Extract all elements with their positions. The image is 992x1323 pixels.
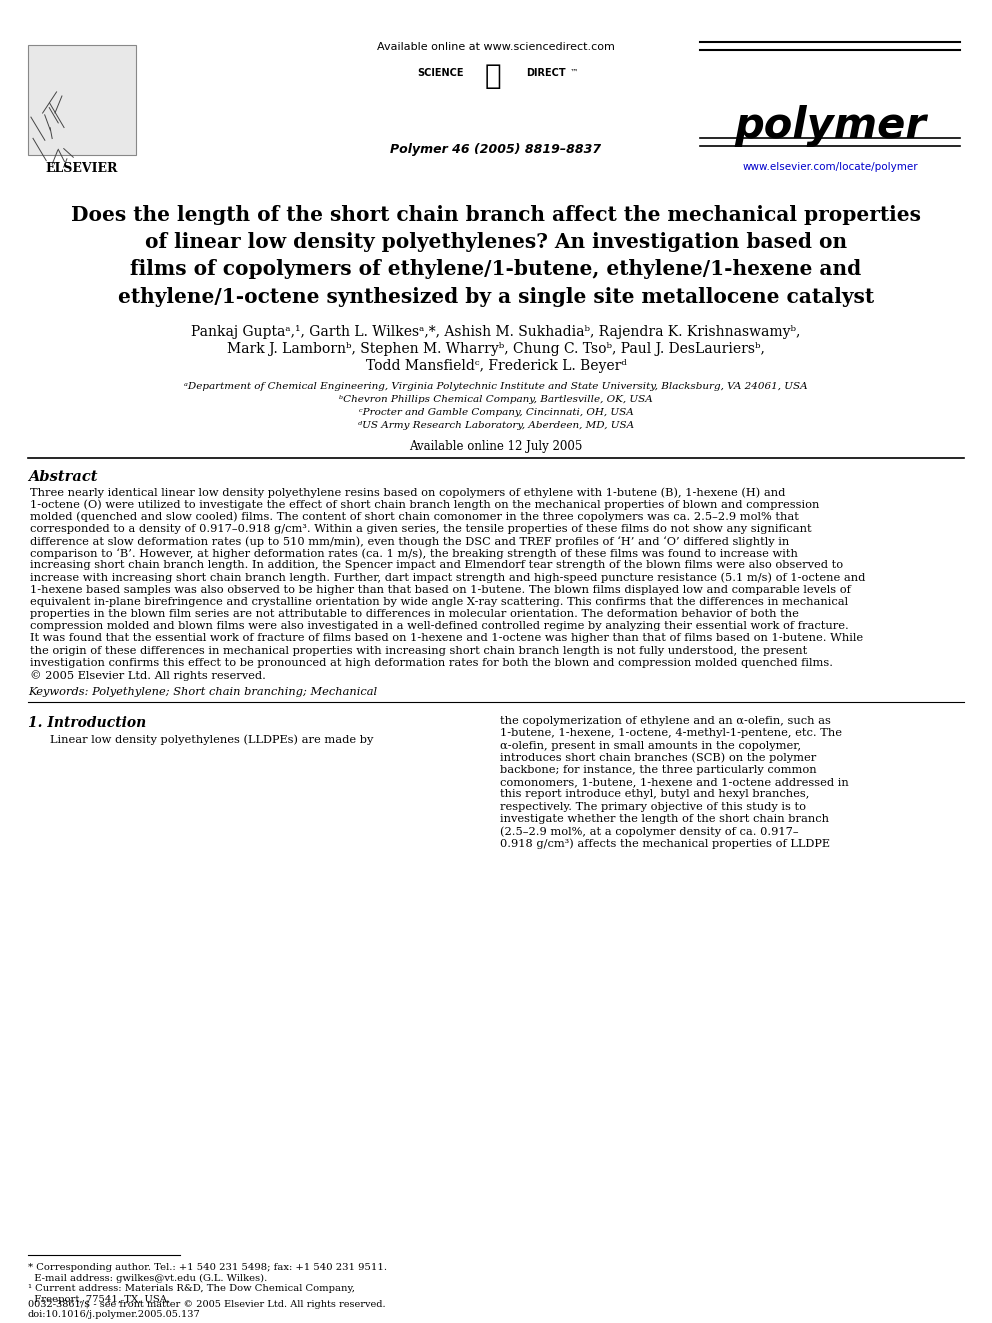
Text: www.elsevier.com/locate/polymer: www.elsevier.com/locate/polymer: [742, 161, 918, 172]
Text: Linear low density polyethylenes (LLDPEs) are made by: Linear low density polyethylenes (LLDPEs…: [50, 734, 373, 745]
Text: the copolymerization of ethylene and an α-olefin, such as: the copolymerization of ethylene and an …: [500, 716, 831, 726]
Text: comonomers, 1-butene, 1-hexene and 1-octene addressed in: comonomers, 1-butene, 1-hexene and 1-oct…: [500, 777, 849, 787]
Text: difference at slow deformation rates (up to 510 mm/min), even though the DSC and: difference at slow deformation rates (up…: [30, 536, 790, 546]
Text: Three nearly identical linear low density polyethylene resins based on copolymer: Three nearly identical linear low densit…: [30, 487, 786, 497]
Text: molded (quenched and slow cooled) films. The content of short chain comonomer in: molded (quenched and slow cooled) films.…: [30, 512, 799, 523]
Text: Mark J. Lambornᵇ, Stephen M. Wharryᵇ, Chung C. Tsoᵇ, Paul J. DesLauriersᵇ,: Mark J. Lambornᵇ, Stephen M. Wharryᵇ, Ch…: [227, 343, 765, 356]
Text: (2.5–2.9 mol%, at a copolymer density of ca. 0.917–: (2.5–2.9 mol%, at a copolymer density of…: [500, 826, 799, 836]
Text: Freeport, 77541, TX, USA.: Freeport, 77541, TX, USA.: [28, 1294, 170, 1303]
Text: comparison to ‘B’. However, at higher deformation rates (ca. 1 m/s), the breakin: comparison to ‘B’. However, at higher de…: [30, 548, 798, 558]
Text: 0.918 g/cm³) affects the mechanical properties of LLDPE: 0.918 g/cm³) affects the mechanical prop…: [500, 839, 830, 849]
Text: ᵈUS Army Research Laboratory, Aberdeen, MD, USA: ᵈUS Army Research Laboratory, Aberdeen, …: [358, 421, 634, 430]
Text: E-mail address: gwilkes@vt.edu (G.L. Wilkes).: E-mail address: gwilkes@vt.edu (G.L. Wil…: [28, 1274, 267, 1282]
Text: Polymer 46 (2005) 8819–8837: Polymer 46 (2005) 8819–8837: [391, 143, 601, 156]
Text: this report introduce ethyl, butyl and hexyl branches,: this report introduce ethyl, butyl and h…: [500, 790, 809, 799]
Text: * Corresponding author. Tel.: +1 540 231 5498; fax: +1 540 231 9511.: * Corresponding author. Tel.: +1 540 231…: [28, 1263, 387, 1271]
Text: respectively. The primary objective of this study is to: respectively. The primary objective of t…: [500, 802, 806, 811]
Text: Available online at www.sciencedirect.com: Available online at www.sciencedirect.co…: [377, 42, 615, 52]
Text: Does the length of the short chain branch affect the mechanical properties
of li: Does the length of the short chain branc…: [71, 205, 921, 307]
Text: Keywords: Polyethylene; Short chain branching; Mechanical: Keywords: Polyethylene; Short chain bran…: [28, 687, 377, 697]
Text: properties in the blown film series are not attributable to differences in molec: properties in the blown film series are …: [30, 609, 799, 619]
Text: 1-butene, 1-hexene, 1-octene, 4-methyl-1-pentene, etc. The: 1-butene, 1-hexene, 1-octene, 4-methyl-1…: [500, 729, 842, 738]
Text: ELSEVIER: ELSEVIER: [46, 161, 118, 175]
Text: ᵃDepartment of Chemical Engineering, Virginia Polytechnic Institute and State Un: ᵃDepartment of Chemical Engineering, Vir…: [185, 382, 807, 392]
Text: © 2005 Elsevier Ltd. All rights reserved.: © 2005 Elsevier Ltd. All rights reserved…: [30, 669, 266, 681]
Text: compression molded and blown films were also investigated in a well-defined cont: compression molded and blown films were …: [30, 622, 849, 631]
Text: ⓐ: ⓐ: [485, 62, 501, 90]
Text: increase with increasing short chain branch length. Further, dart impact strengt: increase with increasing short chain bra…: [30, 573, 865, 583]
Text: doi:10.1016/j.polymer.2005.05.137: doi:10.1016/j.polymer.2005.05.137: [28, 1310, 200, 1319]
Text: the origin of these differences in mechanical properties with increasing short c: the origin of these differences in mecha…: [30, 646, 807, 656]
Text: DIRECT: DIRECT: [526, 67, 565, 78]
Text: backbone; for instance, the three particularly common: backbone; for instance, the three partic…: [500, 765, 816, 775]
Text: 1-octene (O) were utilized to investigate the effect of short chain branch lengt: 1-octene (O) were utilized to investigat…: [30, 499, 819, 509]
Text: ᶜProcter and Gamble Company, Cincinnati, OH, USA: ᶜProcter and Gamble Company, Cincinnati,…: [359, 407, 633, 417]
Text: Pankaj Guptaᵃ,¹, Garth L. Wilkesᵃ,*, Ashish M. Sukhadiaᵇ, Rajendra K. Krishnaswa: Pankaj Guptaᵃ,¹, Garth L. Wilkesᵃ,*, Ash…: [191, 325, 801, 339]
Text: 0032-3861/$ - see front matter © 2005 Elsevier Ltd. All rights reserved.: 0032-3861/$ - see front matter © 2005 El…: [28, 1301, 386, 1308]
Text: 1. Introduction: 1. Introduction: [28, 716, 146, 730]
Text: polymer: polymer: [734, 105, 926, 147]
Text: investigation confirms this effect to be pronounced at high deformation rates fo: investigation confirms this effect to be…: [30, 658, 833, 668]
Text: ¹ Current address: Materials R&D, The Dow Chemical Company,: ¹ Current address: Materials R&D, The Do…: [28, 1285, 355, 1293]
Text: Abstract: Abstract: [28, 470, 97, 484]
Text: ™: ™: [570, 67, 578, 77]
Text: 1-hexene based samples was also observed to be higher than that based on 1-buten: 1-hexene based samples was also observed…: [30, 585, 851, 594]
Text: Todd Mansfieldᶜ, Frederick L. Beyerᵈ: Todd Mansfieldᶜ, Frederick L. Beyerᵈ: [366, 359, 626, 373]
Bar: [28, 45, 136, 155]
Text: SCIENCE: SCIENCE: [417, 67, 463, 78]
Text: corresponded to a density of 0.917–0.918 g/cm³. Within a given series, the tensi: corresponded to a density of 0.917–0.918…: [30, 524, 811, 533]
Text: equivalent in-plane birefringence and crystalline orientation by wide angle X-ra: equivalent in-plane birefringence and cr…: [30, 597, 848, 607]
Text: ᵇChevron Phillips Chemical Company, Bartlesville, OK, USA: ᵇChevron Phillips Chemical Company, Bart…: [339, 396, 653, 404]
Text: introduces short chain branches (SCB) on the polymer: introduces short chain branches (SCB) on…: [500, 753, 816, 763]
Text: increasing short chain branch length. In addition, the Spencer impact and Elmend: increasing short chain branch length. In…: [30, 560, 843, 570]
Text: Available online 12 July 2005: Available online 12 July 2005: [410, 441, 582, 452]
Text: α-olefin, present in small amounts in the copolymer,: α-olefin, present in small amounts in th…: [500, 741, 802, 750]
Text: It was found that the essential work of fracture of films based on 1-hexene and : It was found that the essential work of …: [30, 634, 863, 643]
Text: investigate whether the length of the short chain branch: investigate whether the length of the sh…: [500, 814, 829, 824]
